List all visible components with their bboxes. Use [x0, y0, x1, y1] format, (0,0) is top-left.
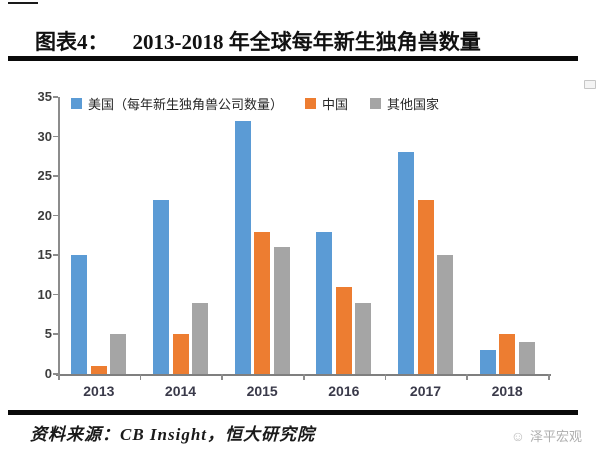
bar-us-2015 — [234, 120, 251, 374]
y-axis-tick — [53, 135, 58, 138]
y-axis-tick — [53, 333, 58, 335]
legend-label-others: 其他国家 — [387, 97, 440, 112]
x-axis-label-2014: 2014 — [164, 383, 197, 399]
source-note: 资料来源：CB Insight，恒大研究院 — [30, 425, 316, 444]
x-axis-tick — [466, 374, 468, 380]
y-axis-label-20: 20 — [37, 207, 52, 223]
x-axis-tick — [58, 374, 60, 380]
bar-us-2018 — [479, 350, 496, 374]
x-axis-tick — [548, 374, 550, 380]
y-axis-label-35: 35 — [37, 89, 52, 104]
x-axis-label-2015: 2015 — [246, 383, 278, 399]
chart-legend: 美国（每年新生独角兽公司数量） 中国 其他国家 — [71, 94, 580, 113]
legend-label-us: 美国（每年新生独角兽公司数量） — [88, 97, 284, 112]
small-box-artifact — [584, 80, 596, 89]
y-axis-label-15: 15 — [37, 247, 52, 263]
bar-us-2014 — [153, 199, 169, 374]
legend-item-china: 中国 — [305, 94, 348, 113]
bar-us-2016 — [316, 231, 333, 374]
smiley-logo-icon: ☺ — [510, 427, 525, 444]
x-axis-label-2013: 2013 — [83, 383, 115, 399]
watermark: ☺ 泽平宏观 — [511, 426, 582, 445]
y-axis-label-0: 0 — [44, 366, 52, 381]
legend-item-others: 其他国家 — [370, 94, 439, 113]
watermark-text: 泽平宏观 — [529, 429, 582, 444]
bar-us-2017 — [398, 152, 414, 374]
x-axis-tick — [221, 374, 223, 380]
legend-swatch-china — [305, 98, 317, 109]
chart-header: 图表4： 2013-2018 年全球每年新生独角兽数量 — [35, 26, 585, 56]
bar-others-2014 — [192, 302, 208, 374]
bar-china-2018 — [499, 334, 516, 374]
footer-divider — [8, 410, 578, 415]
bar-others-2016 — [355, 302, 372, 374]
y-axis-tick — [53, 175, 58, 177]
bar-others-2013 — [110, 334, 127, 374]
x-axis-label-2018: 2018 — [491, 383, 523, 399]
title-divider — [8, 56, 578, 61]
top-left-rule — [8, 2, 38, 4]
legend-swatch-others — [370, 98, 382, 109]
y-axis-label-10: 10 — [37, 286, 52, 302]
bar-china-2013 — [90, 366, 107, 374]
x-axis-tick — [303, 374, 305, 380]
y-axis — [58, 97, 60, 374]
bar-china-2017 — [417, 199, 434, 374]
y-axis-label-5: 5 — [44, 326, 52, 342]
bar-others-2017 — [437, 255, 453, 374]
y-axis-tick — [53, 96, 58, 98]
y-axis-tick — [53, 254, 58, 256]
y-axis-label-30: 30 — [37, 128, 52, 144]
x-axis-tick — [384, 374, 387, 380]
bar-china-2014 — [172, 334, 189, 374]
bar-others-2018 — [518, 342, 535, 374]
y-axis-tick — [53, 293, 58, 296]
x-axis-label-2016: 2016 — [328, 383, 360, 399]
bar-others-2015 — [273, 247, 290, 374]
page-title: 2013-2018 年全球每年新生独角兽数量 — [132, 30, 481, 54]
y-axis-tick — [53, 214, 58, 217]
legend-item-us: 美国（每年新生独角兽公司数量） — [71, 94, 283, 113]
figure-label: 图表4： — [35, 30, 109, 54]
bar-us-2013 — [71, 255, 88, 374]
legend-label-china: 中国 — [322, 97, 349, 112]
legend-swatch-us — [71, 98, 82, 109]
y-axis-tick — [53, 373, 58, 375]
y-axis-label-25: 25 — [37, 168, 52, 184]
bar-china-2015 — [254, 231, 271, 374]
x-axis-tick — [139, 374, 142, 380]
x-axis-label-2017: 2017 — [409, 383, 442, 399]
bar-china-2016 — [335, 286, 352, 374]
